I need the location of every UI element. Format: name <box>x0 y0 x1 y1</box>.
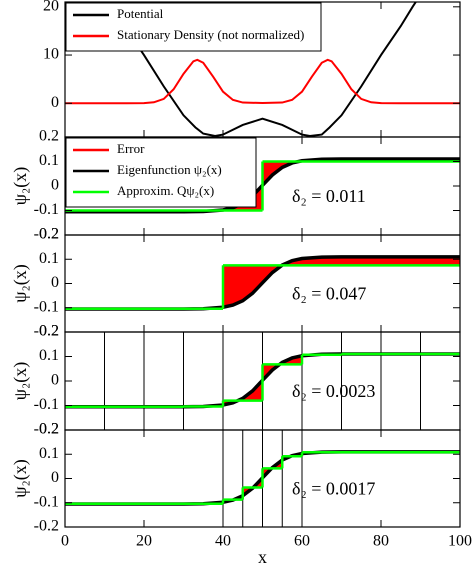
y-tick-label: -0.2 <box>34 323 59 340</box>
x-tick-label: 80 <box>373 533 389 550</box>
x-tick-label: 40 <box>215 533 231 550</box>
y-tick-label: 0 <box>51 469 59 486</box>
annotation: δ₂ = 0.0017 <box>292 479 375 499</box>
y-tick-label: 10 <box>43 46 59 63</box>
annotation: δ₂ = 0.011 <box>292 186 366 206</box>
y-tick-label: -0.2 <box>34 226 59 243</box>
y-tick-label: 0.2 <box>39 226 59 243</box>
curve <box>65 58 460 105</box>
y-axis-label: ψ₂(x) <box>10 264 31 303</box>
panel-plot <box>65 2 460 137</box>
legend-label: Potential <box>117 6 164 21</box>
legend-label: Error <box>117 141 145 156</box>
curve <box>108 2 417 137</box>
y-tick-label: -0.1 <box>34 201 59 218</box>
panel-plot <box>65 157 460 214</box>
y-tick-label: 0.2 <box>39 421 59 438</box>
panel-plot <box>65 332 460 430</box>
y-axis-label: ψ₂(x) <box>10 459 31 498</box>
y-tick-label: 0.2 <box>39 323 59 340</box>
x-tick-label: 20 <box>136 533 152 550</box>
y-tick-label: -0.1 <box>34 396 59 413</box>
y-tick-label: 0.1 <box>39 250 59 267</box>
y-axis-label: ψ₂(x) <box>10 362 31 401</box>
y-tick-label: 0.1 <box>39 152 59 169</box>
panel-plot <box>65 430 460 527</box>
y-tick-label: -0.1 <box>34 493 59 510</box>
x-tick-label: 0 <box>61 533 69 550</box>
y-tick-label: -0.1 <box>34 298 59 315</box>
legend-label: Approxim. Qψ₂(x) <box>117 183 214 198</box>
y-tick-label: -0.2 <box>34 421 59 438</box>
y-tick-label: 0 <box>51 372 59 389</box>
panel-plot <box>65 255 460 311</box>
legend-label: Stationary Density (not normalized) <box>117 27 304 42</box>
legend-label: Eigenfunction ψ₂(x) <box>117 162 222 177</box>
y-tick-label: -0.2 <box>34 518 59 535</box>
y-tick-label: 20 <box>43 0 59 14</box>
y-axis-label: ψ₂(x) <box>10 167 31 206</box>
y-tick-label: 0 <box>51 274 59 291</box>
legend-box <box>65 2 322 52</box>
y-tick-label: 0 <box>51 177 59 194</box>
y-tick-label: 0.1 <box>39 347 59 364</box>
x-tick-label: 60 <box>294 533 310 550</box>
x-tick-label: 100 <box>448 533 472 550</box>
x-axis-label: x <box>258 547 267 567</box>
annotation: δ₂ = 0.0023 <box>292 381 375 401</box>
y-tick-label: 0 <box>51 94 59 111</box>
annotation: δ₂ = 0.047 <box>292 284 366 304</box>
y-tick-label: 0.2 <box>39 128 59 145</box>
y-tick-label: 0.1 <box>39 445 59 462</box>
